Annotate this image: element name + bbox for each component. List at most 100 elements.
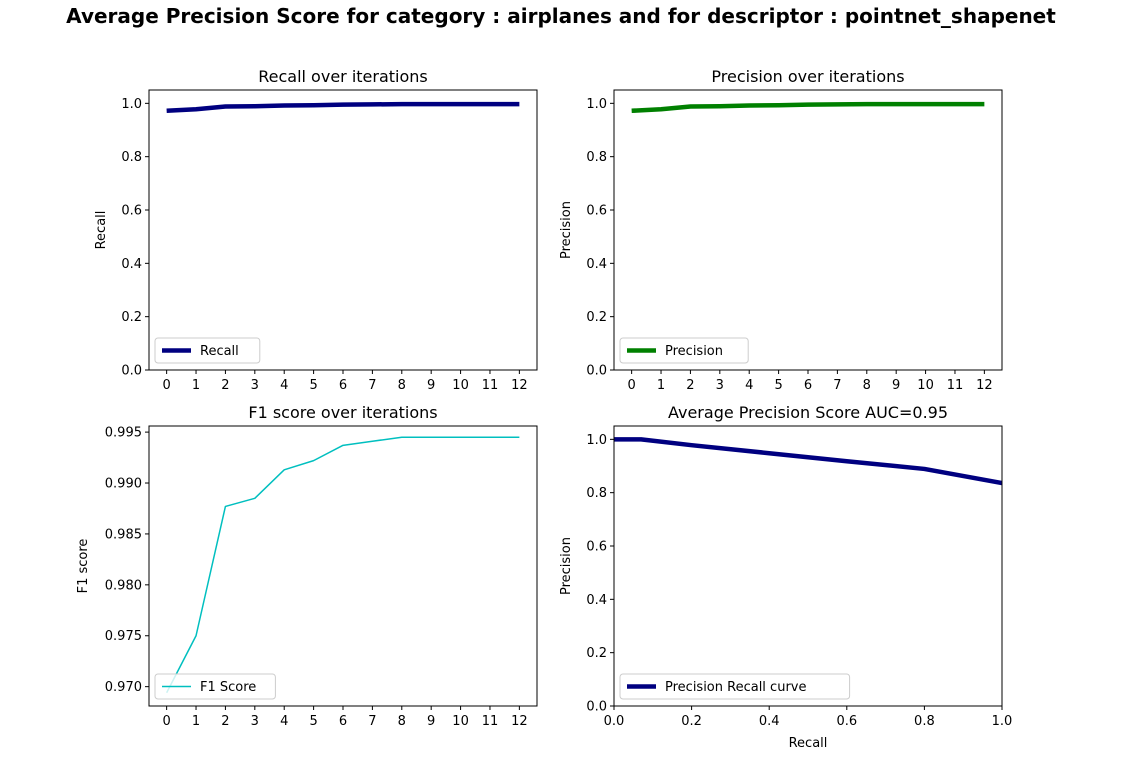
- x-tick-label: 12: [511, 714, 528, 729]
- subplot-title: Recall over iterations: [258, 67, 428, 86]
- x-tick-label: 0.2: [681, 714, 702, 729]
- x-tick-label: 8: [863, 378, 871, 393]
- x-tick-label: 12: [511, 378, 528, 393]
- subplot-2: 0 1 2 3 4 5 6 7 8 9 10 11 120.00.20.40.60.81.0Precis…: [559, 67, 1003, 393]
- y-tick-label: 0.985: [105, 527, 142, 542]
- x-tick-label: 3: [251, 378, 259, 393]
- x-tick-label: 0: [627, 378, 635, 393]
- y-tick-label: 0.995: [105, 426, 142, 441]
- y-tick-label: 0.990: [105, 477, 142, 492]
- x-tick-label: 10: [452, 714, 469, 729]
- y-tick-label: 0.8: [586, 486, 607, 501]
- x-tick-label: 2: [221, 714, 229, 729]
- x-tick-label: 1.0: [992, 714, 1013, 729]
- legend-box: [154, 673, 276, 700]
- x-tick-label: 10: [452, 378, 469, 393]
- x-tick-label: 9: [892, 378, 900, 393]
- x-tick-label: 0.0: [604, 714, 625, 729]
- x-tick-label: 0.8: [914, 714, 935, 729]
- x-tick-label: 5: [309, 714, 317, 729]
- subplot-title: Precision over iterations: [711, 67, 904, 86]
- x-tick-label: 2: [686, 378, 694, 393]
- subplot-4: 0.0 0.2 0.4 0.6 0.8 1.0 0.0 0.2 0.4 0.6 0.8 1.0 Aver…: [559, 403, 1012, 751]
- y-axis-label: Precision: [559, 201, 574, 259]
- legend-label: Precision Recall curve: [665, 680, 806, 695]
- subplot-1: 0 1 2 3 4 5 6 7 8 9 10 11 120.00.20.40.60.81.0Recall…: [94, 67, 538, 393]
- legend-box: [619, 337, 749, 364]
- axes-frame: [148, 425, 538, 707]
- x-tick-label: 1: [192, 378, 200, 393]
- legend-label: Recall: [200, 344, 239, 359]
- x-axis-label: Recall: [789, 736, 828, 751]
- x-tick-label: 7: [368, 378, 376, 393]
- x-tick-label: 7: [368, 714, 376, 729]
- y-tick-label: 1.0: [586, 433, 607, 448]
- x-tick-label: 9: [427, 714, 435, 729]
- subplot-title: Average Precision Score AUC=0.95: [668, 403, 948, 422]
- x-tick-label: 3: [251, 714, 259, 729]
- x-tick-label: 0.6: [836, 714, 857, 729]
- y-tick-label: 0.6: [586, 204, 607, 219]
- x-tick-label: 1: [657, 378, 665, 393]
- x-tick-label: 0.4: [759, 714, 780, 729]
- subplot-3: 0 1 2 3 4 5 6 7 8 9 10 11 120.9700.9750.9800.9850.99…: [76, 403, 538, 729]
- x-tick-label: 6: [339, 714, 347, 729]
- y-tick-label: 0.4: [121, 257, 142, 272]
- y-axis-label: Recall: [94, 211, 109, 250]
- x-tick-label: 0: [162, 714, 170, 729]
- x-tick-label: 4: [745, 378, 753, 393]
- x-tick-label: 3: [716, 378, 724, 393]
- x-tick-label: 11: [482, 714, 499, 729]
- series-line-1: [614, 437, 1003, 486]
- y-tick-label: 0.0: [586, 700, 607, 715]
- y-tick-label: 0.4: [586, 257, 607, 272]
- y-tick-label: 0.0: [586, 364, 607, 379]
- y-axis-label: F1 score: [76, 539, 91, 594]
- x-tick-label: 2: [221, 378, 229, 393]
- x-tick-label: 0: [162, 378, 170, 393]
- legend-label: F1 Score: [200, 680, 256, 695]
- y-tick-label: 0.970: [105, 680, 142, 695]
- x-tick-label: 5: [774, 378, 782, 393]
- axes-frame: [148, 89, 538, 371]
- y-tick-label: 0.0: [121, 364, 142, 379]
- y-tick-label: 0.980: [105, 578, 142, 593]
- x-tick-label: 1: [192, 714, 200, 729]
- y-tick-label: 0.8: [586, 150, 607, 165]
- x-tick-label: 8: [398, 378, 406, 393]
- series-line-1: [166, 101, 520, 114]
- x-tick-label: 6: [804, 378, 812, 393]
- x-tick-label: 7: [833, 378, 841, 393]
- x-tick-label: 8: [398, 714, 406, 729]
- series-line-1: [631, 101, 985, 114]
- y-tick-label: 0.2: [586, 310, 607, 325]
- legend-label: Precision: [665, 344, 723, 359]
- y-axis-label: Precision: [559, 537, 574, 595]
- figure-title: Average Precision Score for category : a…: [66, 4, 1056, 28]
- x-tick-label: 11: [482, 378, 499, 393]
- x-tick-label: 9: [427, 378, 435, 393]
- x-tick-label: 4: [280, 714, 288, 729]
- x-tick-label: 11: [947, 378, 964, 393]
- legend-box: [619, 673, 851, 700]
- x-tick-label: 12: [976, 378, 993, 393]
- y-tick-label: 0.2: [121, 310, 142, 325]
- y-tick-label: 1.0: [586, 97, 607, 112]
- x-tick-label: 10: [917, 378, 934, 393]
- axes-frame: [613, 425, 1003, 707]
- subplot-title: F1 score over iterations: [248, 403, 437, 422]
- y-tick-label: 0.8: [121, 150, 142, 165]
- legend-box: [154, 337, 261, 364]
- y-tick-label: 0.6: [121, 204, 142, 219]
- axes-frame: [613, 89, 1003, 371]
- y-tick-label: 0.975: [105, 629, 142, 644]
- y-tick-label: 1.0: [121, 97, 142, 112]
- x-tick-label: 5: [309, 378, 317, 393]
- x-tick-label: 6: [339, 378, 347, 393]
- y-tick-label: 0.4: [586, 593, 607, 608]
- y-tick-label: 0.2: [586, 646, 607, 661]
- series-line-1: [165, 436, 520, 694]
- y-tick-label: 0.6: [586, 540, 607, 555]
- x-tick-label: 4: [280, 378, 288, 393]
